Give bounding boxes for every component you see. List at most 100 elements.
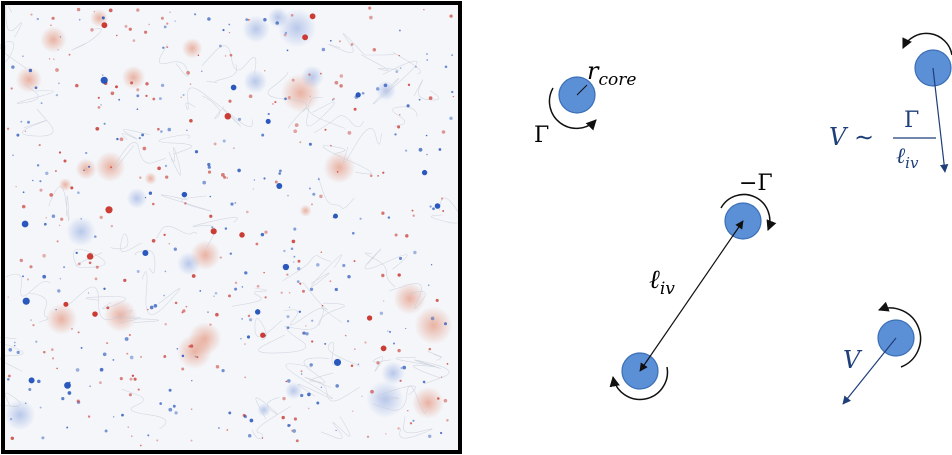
negative-vortex-dot: [388, 330, 392, 333]
positive-vortex-dot: [26, 278, 30, 281]
vortex-schematic-svg: rcore Γ −Γ ℓiv V ∼: [534, 32, 952, 405]
negative-vortex-dot: [361, 91, 365, 95]
vortex-halo: [412, 386, 445, 419]
circulation-label: Γ: [534, 123, 549, 148]
negative-vortex-dot: [194, 13, 197, 16]
positive-vortex-dot: [302, 332, 304, 334]
negative-vortex-dot: [39, 180, 42, 183]
vortex-halo: [190, 240, 221, 270]
moving-vortex-bottom: V: [842, 301, 922, 405]
negative-vortex-dot: [230, 202, 234, 206]
positive-vortex-dot: [260, 332, 266, 338]
vorticity-filament: [287, 101, 335, 129]
negative-vortex-dot: [320, 386, 323, 389]
negative-vortex-dot: [347, 274, 351, 279]
vorticity-filament: [158, 134, 192, 155]
negative-vortex-dot: [427, 434, 432, 439]
negative-vortex-dot: [99, 367, 104, 372]
negative-vortex-dot: [394, 133, 397, 136]
positive-vortex-dot: [309, 95, 311, 97]
positive-vortex-dot: [140, 355, 142, 358]
positive-vortex-dot: [189, 119, 193, 123]
negative-vortex-dot: [167, 127, 172, 132]
negative-vortex-dot: [267, 112, 270, 116]
positive-vortex-dot: [286, 273, 289, 276]
positive-vortex-dot: [305, 325, 307, 327]
negative-vortex-dot: [279, 169, 282, 173]
negative-vortex-dot: [24, 402, 27, 405]
positive-vortex-dot: [435, 298, 439, 302]
positive-vortex-dot: [309, 13, 316, 20]
vorticity-filament: [328, 33, 365, 56]
positive-vortex-dot: [271, 102, 274, 105]
vorticity-filament: [251, 406, 291, 440]
positive-vortex-dot: [164, 322, 167, 326]
positive-vortex-dot: [377, 175, 379, 177]
vorticity-filament: [28, 292, 49, 323]
negative-vortex-dot: [129, 355, 134, 360]
vortex-dots: [6, 6, 455, 447]
positive-vortex-dot: [256, 284, 260, 288]
positive-vortex-dot: [156, 439, 159, 442]
vorticity-filament: [314, 115, 364, 133]
positive-vortex-dot: [226, 177, 228, 179]
positive-vortex-dot: [446, 363, 449, 365]
negative-vortex-dot: [398, 29, 401, 32]
negative-vortex-dot: [37, 379, 41, 384]
positive-vortex-dot: [50, 348, 54, 351]
negative-vortex-dot: [213, 295, 215, 298]
negative-vortex-dot: [222, 29, 225, 32]
negative-vortex-dot: [211, 226, 214, 229]
negative-vortex-dot: [160, 83, 165, 88]
positive-vortex-dot: [223, 175, 227, 179]
negative-vortex-dot: [103, 122, 106, 125]
negative-vortex-dot: [412, 419, 415, 422]
negative-vortex-dot: [7, 378, 10, 381]
positive-vortex-dot: [324, 128, 327, 131]
negative-vortex-dot: [286, 49, 289, 52]
negative-vortex-dot: [361, 395, 363, 397]
negative-vortex-dot: [288, 306, 291, 308]
negative-vortex-dot: [89, 385, 91, 387]
negative-vortex-dot: [335, 429, 337, 432]
negative-vortex-dot: [142, 250, 149, 256]
positive-vortex-dot: [110, 91, 115, 96]
negative-vortex-dot: [158, 97, 162, 101]
vortex-halo: [66, 216, 96, 247]
vorticity-filament: [399, 416, 433, 439]
positive-vortex-dot: [8, 374, 11, 378]
positive-vortex-dot: [196, 356, 199, 359]
negative-vortex-dot: [308, 187, 311, 190]
positive-vortex-dot: [95, 265, 99, 269]
positive-vortex-dot: [441, 130, 446, 134]
negative-vortex-dot: [168, 388, 172, 392]
vortex-halo: [121, 65, 146, 90]
negative-vortex-dot: [333, 213, 338, 219]
negative-vortex-dot: [22, 55, 24, 58]
negative-vortex-dot: [214, 292, 218, 295]
negative-vortex-dot: [63, 266, 66, 269]
negative-vortex-dot: [387, 216, 391, 219]
positive-vortex-dot: [58, 224, 61, 227]
positive-vortex-dot: [443, 398, 448, 403]
negative-vortex-dot: [68, 381, 71, 384]
positive-vortex-dot: [97, 96, 100, 99]
positive-vortex-dot: [440, 376, 443, 378]
negative-vortex-dot: [22, 275, 24, 278]
vorticity-filament: [67, 286, 133, 320]
negative-vortex-dot: [78, 18, 81, 21]
positive-vortex-dot: [228, 99, 232, 103]
vorticity-filament: [267, 71, 307, 112]
positive-vortex-dot: [124, 24, 128, 28]
negative-vortex-dot: [9, 417, 13, 421]
vorticity-filament: [0, 337, 24, 372]
positive-vortex-dot: [248, 94, 253, 99]
negative-vortex-dot: [243, 415, 247, 419]
negative-vortex-dot: [26, 120, 31, 124]
negative-vortex-dot: [359, 217, 362, 220]
positive-vortex-dot: [209, 214, 213, 218]
negative-vortex-dot: [418, 98, 421, 101]
vorticity-filament: [71, 28, 102, 51]
negative-vortex-dot: [324, 342, 327, 345]
positive-vortex-dot: [180, 96, 183, 99]
